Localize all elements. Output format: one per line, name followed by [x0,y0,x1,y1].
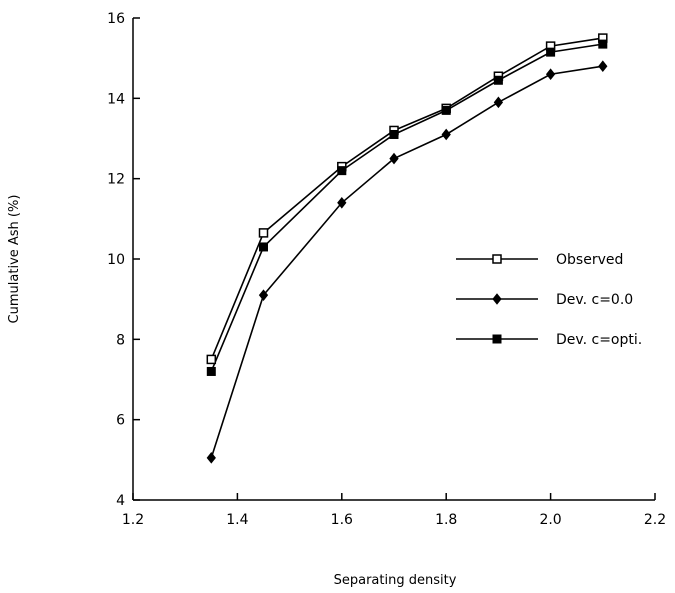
legend-marker [492,334,502,344]
legend: Observed Dev. c=0.0 Dev. c=opti. [456,252,642,348]
legend-label: Dev. c=opti. [556,332,642,348]
series-1-point [258,228,269,238]
series-markers [206,33,608,464]
series-2-point [545,68,556,81]
series-1-point [206,354,217,365]
y-tick-label: 14 [107,91,125,107]
series-lines [210,37,603,459]
series-3-point [337,166,347,176]
x-tick-label: 1.8 [435,512,457,528]
legend-marker [492,293,502,305]
series-line-3 [210,43,603,372]
y-tick-label: 4 [116,493,125,509]
series-3-point [389,129,399,139]
y-tick-label: 12 [107,172,125,188]
y-tick-label: 16 [107,11,125,27]
x-axis-title: Separating density [334,573,457,588]
series-3-point [206,366,216,376]
legend-label: Dev. c=0.0 [556,292,633,308]
series-line-1 [210,37,603,360]
legend-marker [492,254,502,264]
x-tick-label: 1.4 [226,512,248,528]
y-axis-title: Cumulative Ash (%) [7,195,22,324]
series-2-point [441,128,451,141]
x-tick-label: 2.0 [539,512,561,528]
series-3-point [259,242,268,252]
series-2-point [258,289,269,301]
legend-label: Observed [556,252,623,268]
series-3-point [598,39,608,49]
x-tick-label: 1.2 [122,512,144,528]
ticks: 4 6 8 10 12 14 16 1.2 1.4 1.6 1.8 2.0 2.2 [107,11,666,528]
series-3-point [546,47,556,57]
series-2-point [206,452,216,464]
y-tick-label: 6 [116,413,125,429]
series-2-point [493,96,504,109]
series-3-point [493,75,503,85]
series-2-point [337,196,347,209]
x-tick-label: 1.6 [331,512,353,528]
series-3-point [441,105,451,115]
x-tick-label: 2.2 [644,512,666,528]
series-line-2 [210,65,603,459]
y-tick-label: 8 [116,332,125,348]
y-tick-label: 10 [107,252,125,268]
series-2-point [598,60,608,73]
series-2-point [389,152,399,165]
